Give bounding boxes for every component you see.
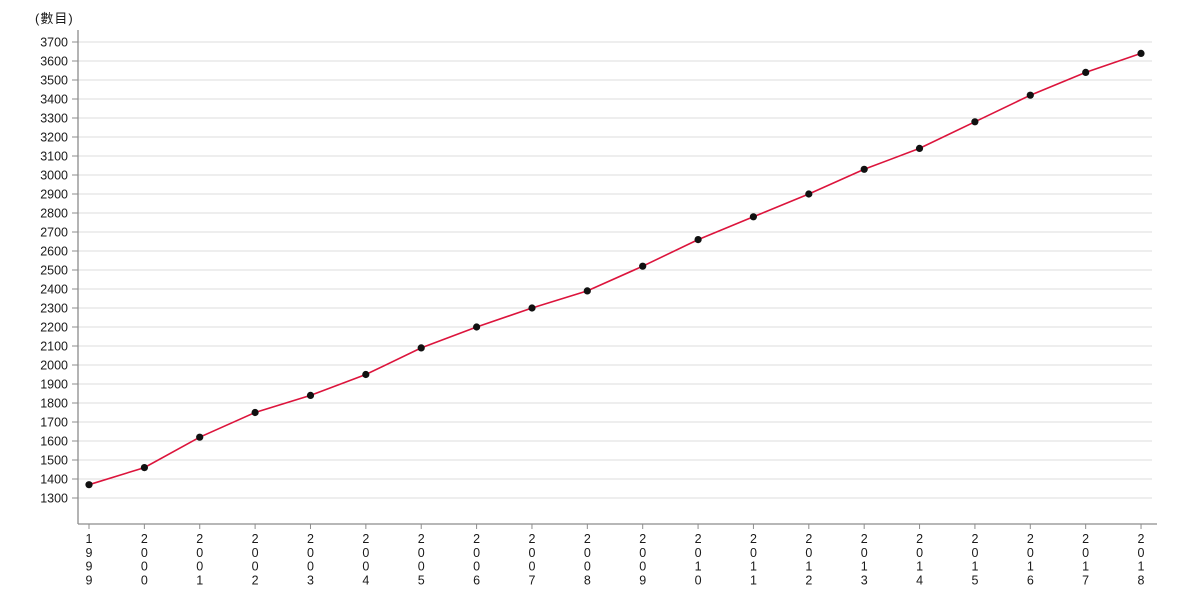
y-tick-label: 2200 bbox=[40, 321, 68, 335]
y-tick-label: 1900 bbox=[40, 378, 68, 392]
data-point bbox=[362, 370, 370, 379]
y-tick-label: 1300 bbox=[40, 492, 68, 506]
data-line bbox=[88, 52, 1142, 486]
y-axis-unit-label: (數目) bbox=[35, 11, 74, 26]
data-point bbox=[915, 144, 924, 152]
data-point bbox=[583, 287, 591, 295]
data-point bbox=[1137, 49, 1145, 58]
data-point bbox=[694, 236, 702, 244]
data-point bbox=[805, 190, 813, 198]
data-point bbox=[196, 433, 204, 441]
y-tick-label: 1600 bbox=[40, 435, 68, 449]
data-point bbox=[473, 323, 481, 331]
data-point bbox=[140, 464, 148, 472]
data-point bbox=[85, 481, 93, 489]
y-tick-label: 3600 bbox=[40, 55, 68, 69]
y-tick-label: 2400 bbox=[40, 283, 68, 297]
y-tick-label: 3200 bbox=[40, 131, 68, 145]
y-tick-label: 3100 bbox=[40, 150, 68, 164]
data-point bbox=[860, 165, 868, 173]
y-tick-label: 3500 bbox=[40, 74, 68, 88]
data-point bbox=[417, 344, 425, 352]
y-tick-label: 2100 bbox=[40, 340, 68, 354]
data-point bbox=[971, 118, 979, 126]
y-tick-label: 3700 bbox=[40, 36, 68, 50]
y-tick-label: 2600 bbox=[40, 245, 68, 259]
y-tick-label: 1800 bbox=[40, 397, 68, 411]
data-point bbox=[251, 408, 259, 417]
data-point bbox=[639, 262, 647, 270]
data-point bbox=[528, 304, 536, 312]
y-tick-label: 3300 bbox=[40, 112, 68, 126]
data-point bbox=[1082, 68, 1090, 76]
y-tick-label: 1700 bbox=[40, 416, 68, 430]
y-tick-label: 2000 bbox=[40, 359, 68, 373]
data-point bbox=[749, 213, 758, 221]
data-point bbox=[306, 391, 315, 399]
y-tick-label: 1400 bbox=[40, 473, 68, 487]
y-tick-label: 2500 bbox=[40, 264, 68, 278]
y-tick-label: 2700 bbox=[40, 226, 68, 240]
y-tick-label: 2800 bbox=[40, 207, 68, 221]
data-point bbox=[1026, 91, 1034, 99]
y-tick-label: 1500 bbox=[40, 454, 68, 468]
y-tick-label: 2900 bbox=[40, 188, 68, 202]
y-tick-label: 2300 bbox=[40, 302, 68, 316]
y-tick-label: 3000 bbox=[40, 169, 68, 183]
y-tick-label: 3400 bbox=[40, 93, 68, 107]
